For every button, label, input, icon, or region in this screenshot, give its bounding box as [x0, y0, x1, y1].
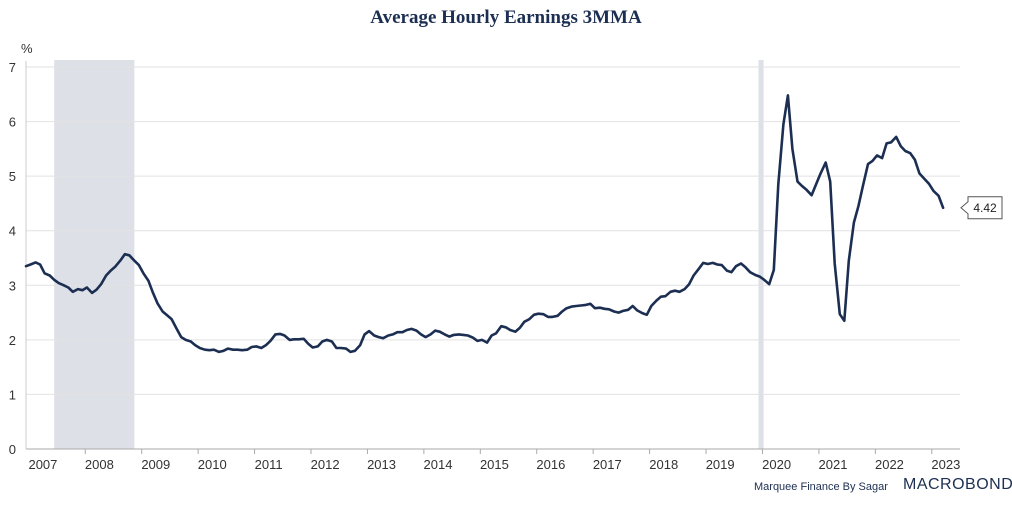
- y-tick-label-7: 7: [9, 60, 16, 75]
- x-tick-label-2014: 2014: [424, 457, 453, 472]
- grid-lines: [26, 66, 960, 395]
- x-tick-label-2011: 2011: [255, 457, 283, 472]
- x-tick-label-2023: 2023: [931, 457, 960, 472]
- x-tick-label-2009: 2009: [141, 457, 170, 472]
- x-tick-label-2016: 2016: [536, 457, 565, 472]
- last-value-callout: 4.42: [960, 196, 1003, 220]
- y-tick-label-2: 2: [9, 333, 16, 348]
- series-line-0: [24, 94, 945, 354]
- last-value-callout-box: [960, 196, 1003, 220]
- recession-band-1: [758, 60, 764, 449]
- y-tick-label-5: 5: [9, 169, 16, 184]
- x-tick-label-2021: 2021: [819, 457, 848, 472]
- y-tick-label-0: 0: [9, 442, 16, 457]
- x-tick-label-2007: 2007: [28, 457, 57, 472]
- x-tick-label-2015: 2015: [480, 457, 509, 472]
- last-value-label: 4.42: [973, 201, 997, 215]
- series-lines: [24, 94, 945, 354]
- y-tick-labels: 0 1 2 3 4 5 6 7: [9, 60, 16, 457]
- recession-band-0: [54, 60, 135, 449]
- axes: [25, 61, 960, 454]
- y-tick-label-3: 3: [9, 278, 16, 293]
- x-tick-label-2020: 2020: [762, 457, 791, 472]
- x-tick-label-2018: 2018: [649, 457, 678, 472]
- x-tick-label-2008: 2008: [85, 457, 114, 472]
- x-tick-label-2013: 2013: [367, 457, 396, 472]
- x-tick-label-2017: 2017: [593, 457, 622, 472]
- source-note: Marquee Finance By Sagar: [754, 481, 888, 493]
- y-tick-label-4: 4: [9, 224, 16, 239]
- brand-logo: MACROBOND: [903, 476, 1012, 493]
- y-tick-label-1: 1: [9, 387, 16, 402]
- x-tick-label-2019: 2019: [706, 457, 735, 472]
- chart-title: Average Hourly Earnings 3MMA: [370, 7, 642, 28]
- x-tick-labels: 2007 2008 2009 2010 2011 2012 2013 2014 2015 2016…: [28, 457, 960, 472]
- y-axis-unit-label: %: [21, 41, 33, 56]
- x-tick-label-2022: 2022: [875, 457, 904, 472]
- recession-bands: [54, 60, 764, 449]
- x-tick-label-2012: 2012: [311, 457, 340, 472]
- y-tick-label-6: 6: [9, 115, 16, 130]
- x-tick-label-2010: 2010: [198, 457, 227, 472]
